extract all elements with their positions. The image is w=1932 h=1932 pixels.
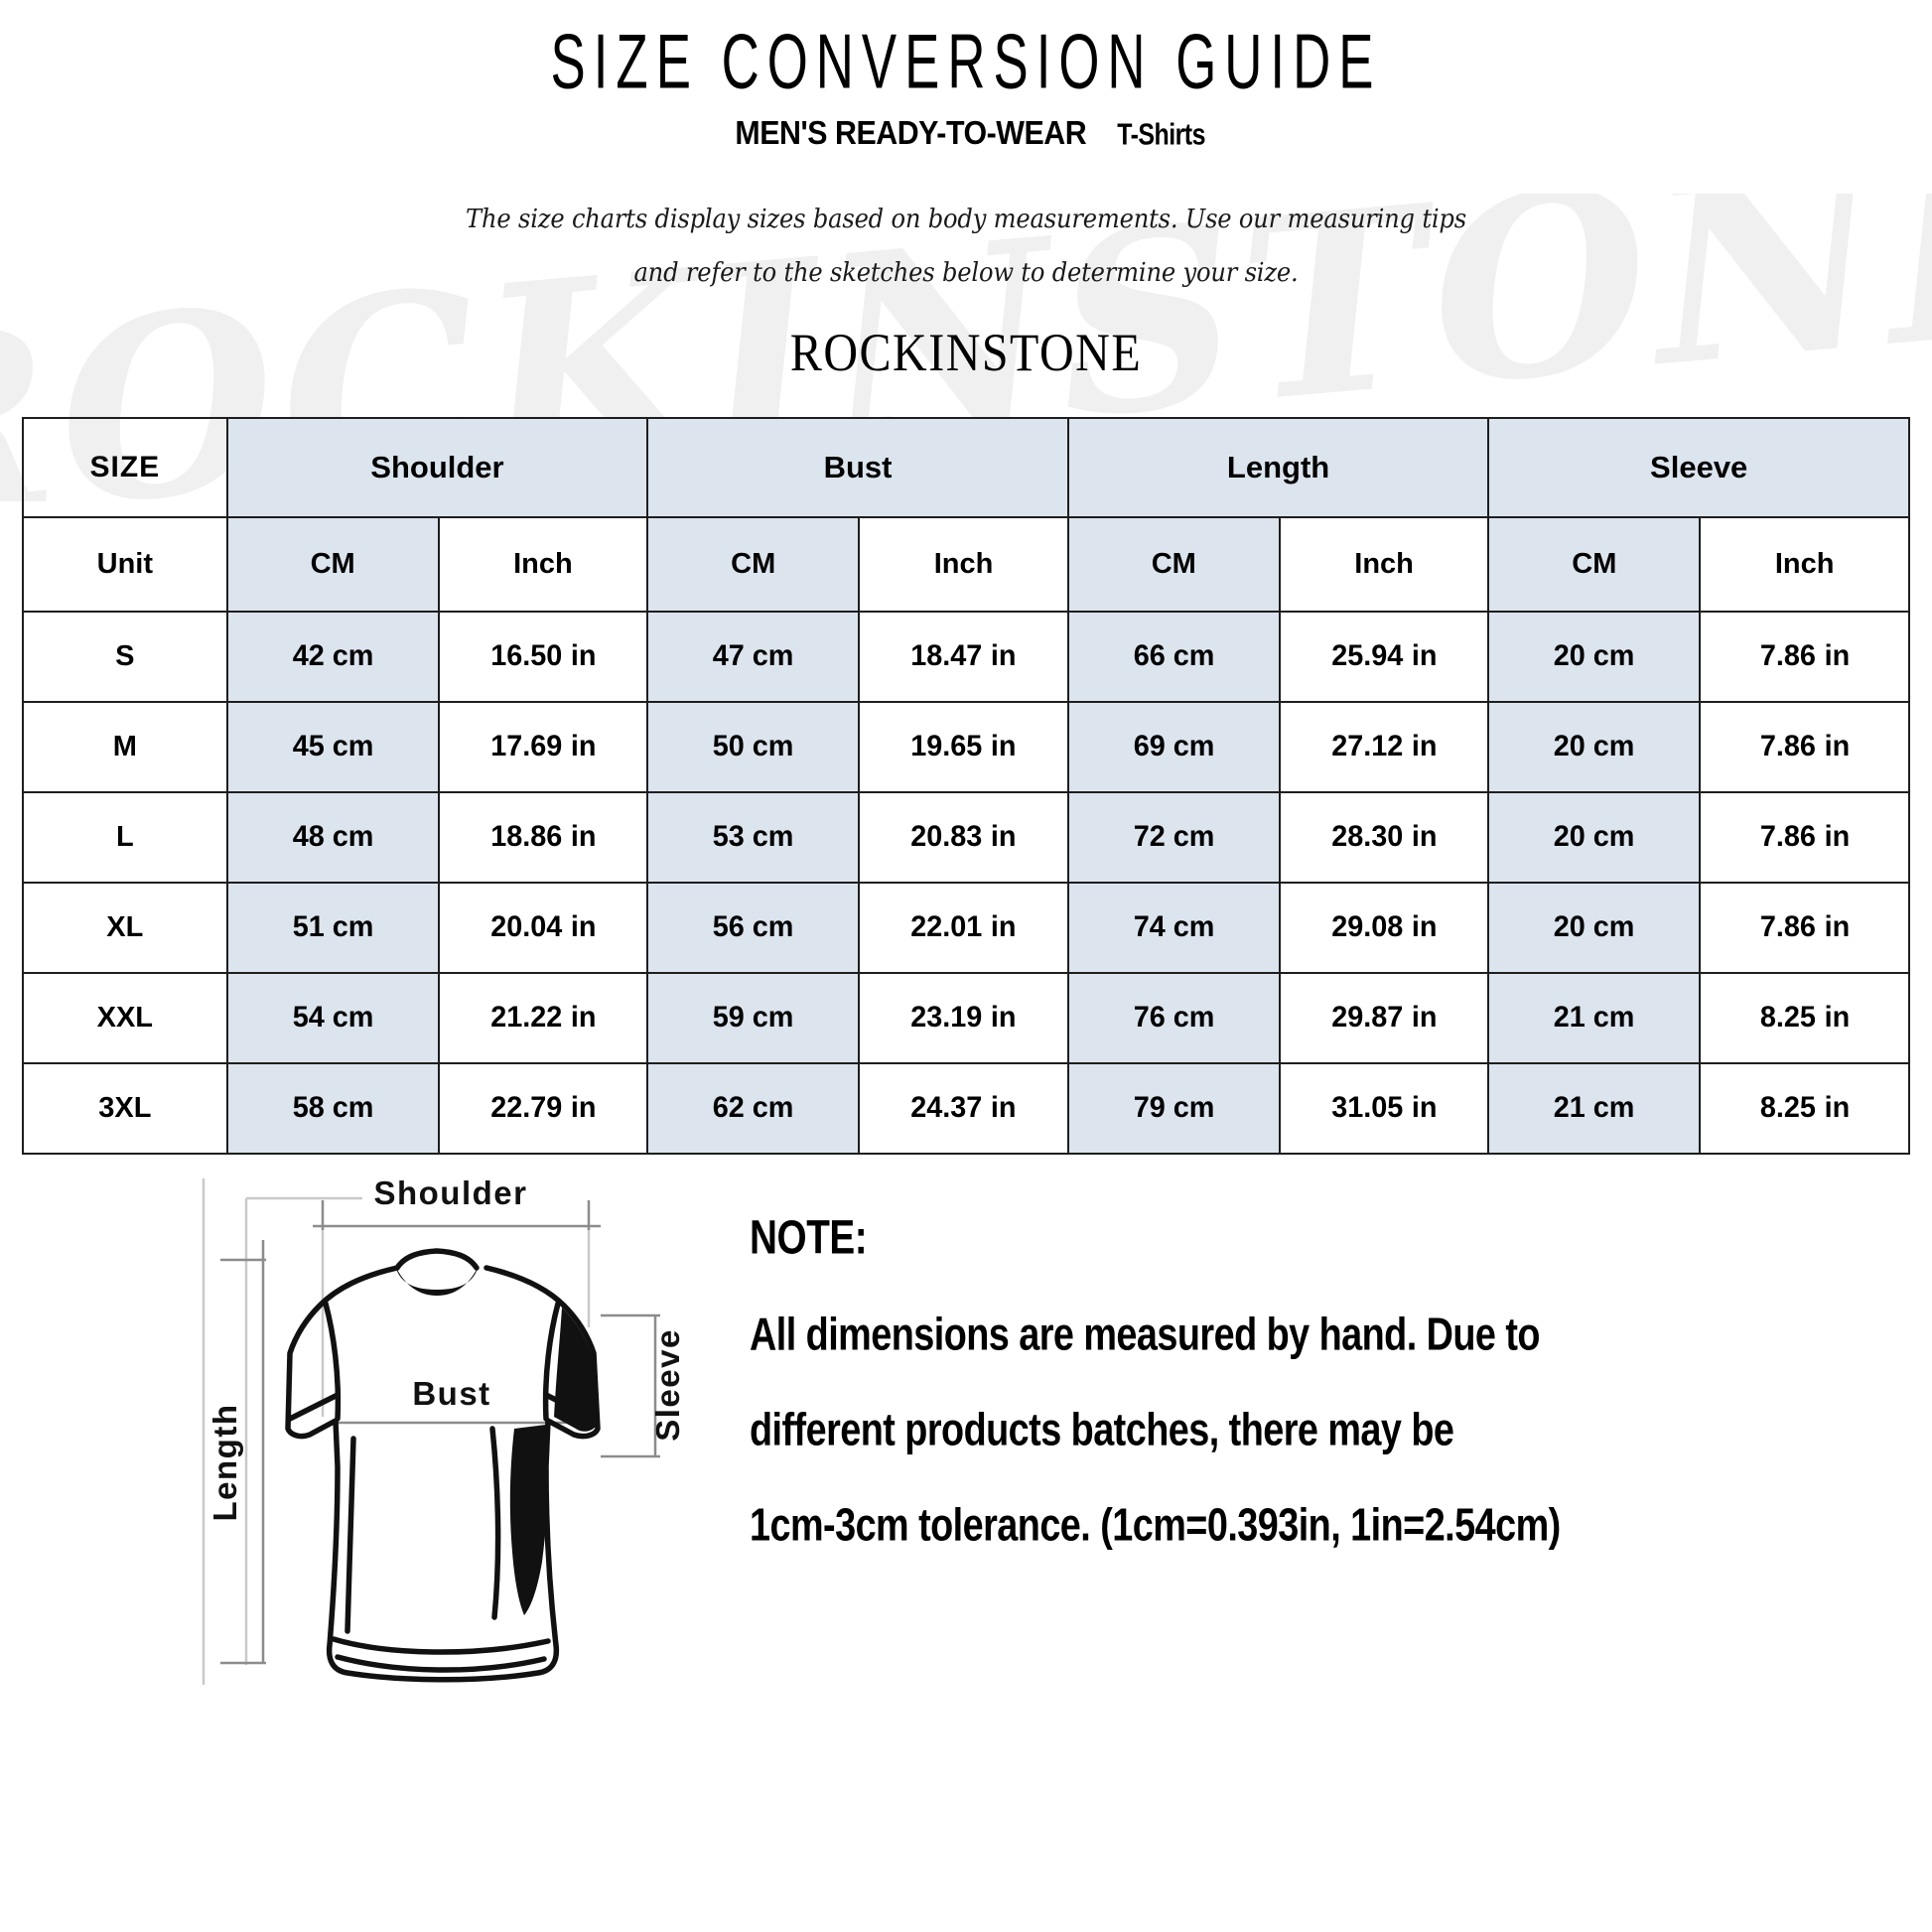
size-table-container: SIZE Shoulder Bust Length Sleeve Unit CM…	[22, 416, 1910, 1155]
row-size-label: M	[22, 700, 228, 793]
unit-length-cm: CM	[1066, 515, 1281, 613]
cell-length-inch: 29.08 in	[1278, 881, 1490, 974]
cell-bust-cm: 53 cm	[646, 790, 861, 884]
unit-bust-inch: Inch	[858, 515, 1069, 613]
table-row: S 42 cm 16.50 in 47 cm 18.47 in 66 cm 25.9…	[22, 610, 1910, 703]
note-heading: NOTE:	[750, 1210, 868, 1265]
cell-bust-cm: 47 cm	[646, 610, 861, 703]
row-size-label: XL	[22, 881, 228, 974]
note-section: NOTE: All dimensions are measured by han…	[735, 1169, 1932, 1551]
cell-shoulder-cm: 48 cm	[225, 790, 440, 884]
cell-length-inch: 25.94 in	[1278, 610, 1490, 703]
table-unit-row: Unit CM Inch CM Inch CM Inch CM Inch	[22, 515, 1910, 613]
cell-sleeve-inch: 7.86 in	[1699, 700, 1910, 793]
page-title: SIZE CONVERSION GUIDE	[550, 17, 1382, 105]
table-row: XXL 54 cm 21.22 in 59 cm 23.19 in 76 cm 29…	[22, 971, 1910, 1064]
header-size: SIZE	[22, 416, 228, 518]
table-row: L 48 cm 18.86 in 53 cm 20.83 in 72 cm 28.3…	[22, 790, 1910, 884]
cell-sleeve-cm: 20 cm	[1487, 790, 1702, 884]
cell-sleeve-inch: 7.86 in	[1699, 790, 1910, 884]
cell-bust-inch: 23.19 in	[858, 971, 1069, 1064]
cell-length-cm: 72 cm	[1066, 790, 1281, 884]
unit-sleeve-cm: CM	[1487, 515, 1702, 613]
cell-shoulder-inch: 18.86 in	[437, 790, 649, 884]
unit-shoulder-inch: Inch	[437, 515, 649, 613]
diagram-label-shoulder: Shoulder	[373, 1174, 527, 1211]
cell-length-cm: 79 cm	[1066, 1061, 1281, 1155]
cell-shoulder-cm: 54 cm	[225, 971, 440, 1064]
header-block: SIZE CONVERSION GUIDE MEN'S READY-TO-WEA…	[0, 0, 1932, 382]
cell-length-inch: 28.30 in	[1278, 790, 1490, 884]
cell-length-inch: 31.05 in	[1278, 1061, 1490, 1155]
cell-sleeve-cm: 20 cm	[1487, 610, 1702, 703]
cell-bust-cm: 62 cm	[646, 1061, 861, 1155]
subtitle-row: MEN'S READY-TO-WEAR T-Shirts	[0, 114, 1932, 152]
cell-sleeve-cm: 21 cm	[1487, 971, 1702, 1064]
unit-bust-cm: CM	[646, 515, 861, 613]
cell-shoulder-inch: 16.50 in	[437, 610, 649, 703]
cell-length-cm: 74 cm	[1066, 881, 1281, 974]
cell-bust-cm: 50 cm	[646, 700, 861, 793]
table-row: M 45 cm 17.69 in 50 cm 19.65 in 69 cm 27.1…	[22, 700, 1910, 793]
note-line-1: All dimensions are measured by hand. Due…	[750, 1308, 1541, 1360]
cell-shoulder-cm: 58 cm	[225, 1061, 440, 1155]
header-group-shoulder: Shoulder	[225, 416, 649, 518]
table-row: XL 51 cm 20.04 in 56 cm 22.01 in 74 cm 29.…	[22, 881, 1910, 974]
row-size-label: XXL	[22, 971, 228, 1064]
cell-sleeve-inch: 7.86 in	[1699, 881, 1910, 974]
diagram-label-sleeve: Sleeve	[649, 1328, 686, 1442]
size-conversion-table: SIZE Shoulder Bust Length Sleeve Unit CM…	[22, 416, 1910, 1155]
cell-bust-cm: 56 cm	[646, 881, 861, 974]
brand-name: ROCKINSTONE	[789, 323, 1143, 383]
cell-length-inch: 27.12 in	[1278, 700, 1490, 793]
cell-bust-cm: 59 cm	[646, 971, 861, 1064]
cell-length-cm: 69 cm	[1066, 700, 1281, 793]
unit-length-inch: Inch	[1278, 515, 1490, 613]
unit-label: Unit	[22, 515, 228, 613]
cell-shoulder-inch: 22.79 in	[437, 1061, 649, 1155]
cell-length-cm: 76 cm	[1066, 971, 1281, 1064]
cell-shoulder-cm: 42 cm	[225, 610, 440, 703]
cell-sleeve-inch: 8.25 in	[1699, 971, 1910, 1064]
cell-bust-inch: 24.37 in	[858, 1061, 1069, 1155]
cell-sleeve-cm: 20 cm	[1487, 881, 1702, 974]
diagram-label-bust: Bust	[412, 1375, 490, 1412]
cell-shoulder-cm: 51 cm	[225, 881, 440, 974]
row-size-label: S	[22, 610, 228, 703]
cell-length-inch: 29.87 in	[1278, 971, 1490, 1064]
cell-shoulder-cm: 45 cm	[225, 700, 440, 793]
bottom-section: Shoulder Bust Length Sleeve NOTE: All di…	[0, 1169, 1932, 1695]
cell-sleeve-cm: 21 cm	[1487, 1061, 1702, 1155]
header-group-bust: Bust	[646, 416, 1069, 518]
row-size-label: L	[22, 790, 228, 884]
cell-sleeve-cm: 20 cm	[1487, 700, 1702, 793]
cell-length-cm: 66 cm	[1066, 610, 1281, 703]
cell-bust-inch: 22.01 in	[858, 881, 1069, 974]
unit-shoulder-cm: CM	[225, 515, 440, 613]
cell-sleeve-inch: 7.86 in	[1699, 610, 1910, 703]
cell-sleeve-inch: 8.25 in	[1699, 1061, 1910, 1155]
header-group-sleeve: Sleeve	[1487, 416, 1910, 518]
cell-bust-inch: 19.65 in	[858, 700, 1069, 793]
diagram-label-length: Length	[207, 1403, 243, 1521]
header-group-length: Length	[1066, 416, 1490, 518]
cell-shoulder-inch: 21.22 in	[437, 971, 649, 1064]
unit-sleeve-inch: Inch	[1699, 515, 1910, 613]
subtitle-main: MEN'S READY-TO-WEAR	[734, 114, 1086, 152]
cell-shoulder-inch: 20.04 in	[437, 881, 649, 974]
tshirt-measurement-icon: Shoulder Bust Length Sleeve	[202, 1174, 686, 1685]
tshirt-diagram: Shoulder Bust Length Sleeve	[149, 1169, 735, 1695]
note-line-3: 1cm-3cm tolerance. (1cm=0.393in, 1in=2.5…	[750, 1498, 1561, 1551]
table-header-groups: SIZE Shoulder Bust Length Sleeve	[22, 416, 1910, 518]
table-row: 3XL 58 cm 22.79 in 62 cm 24.37 in 79 cm 31…	[22, 1061, 1910, 1155]
note-line-2: different products batches, there may be	[750, 1403, 1454, 1455]
description-text: The size charts display sizes based on b…	[466, 205, 1466, 288]
cell-bust-inch: 20.83 in	[858, 790, 1069, 884]
cell-shoulder-inch: 17.69 in	[437, 700, 649, 793]
subtitle-emphasis: T-Shirts	[1117, 118, 1206, 153]
cell-bust-inch: 18.47 in	[858, 610, 1069, 703]
row-size-label: 3XL	[22, 1061, 228, 1155]
